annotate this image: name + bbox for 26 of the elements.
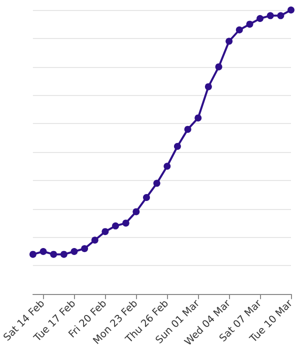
point [194,114,202,122]
point [132,208,140,216]
point [236,26,243,34]
point [122,220,130,227]
point [142,194,150,201]
point [204,83,212,90]
point [112,222,120,230]
point [288,6,294,14]
point [102,228,109,236]
point [277,12,284,20]
point [266,12,274,20]
point [153,180,160,187]
point [81,245,88,252]
point [174,142,181,150]
point [184,126,192,133]
point [40,248,47,255]
point [60,250,68,258]
point [246,20,254,28]
point [164,162,171,170]
point [256,15,264,22]
point [50,250,58,258]
point [215,63,222,70]
point [226,38,233,45]
point [70,248,78,255]
point [91,236,98,244]
point [29,250,36,258]
